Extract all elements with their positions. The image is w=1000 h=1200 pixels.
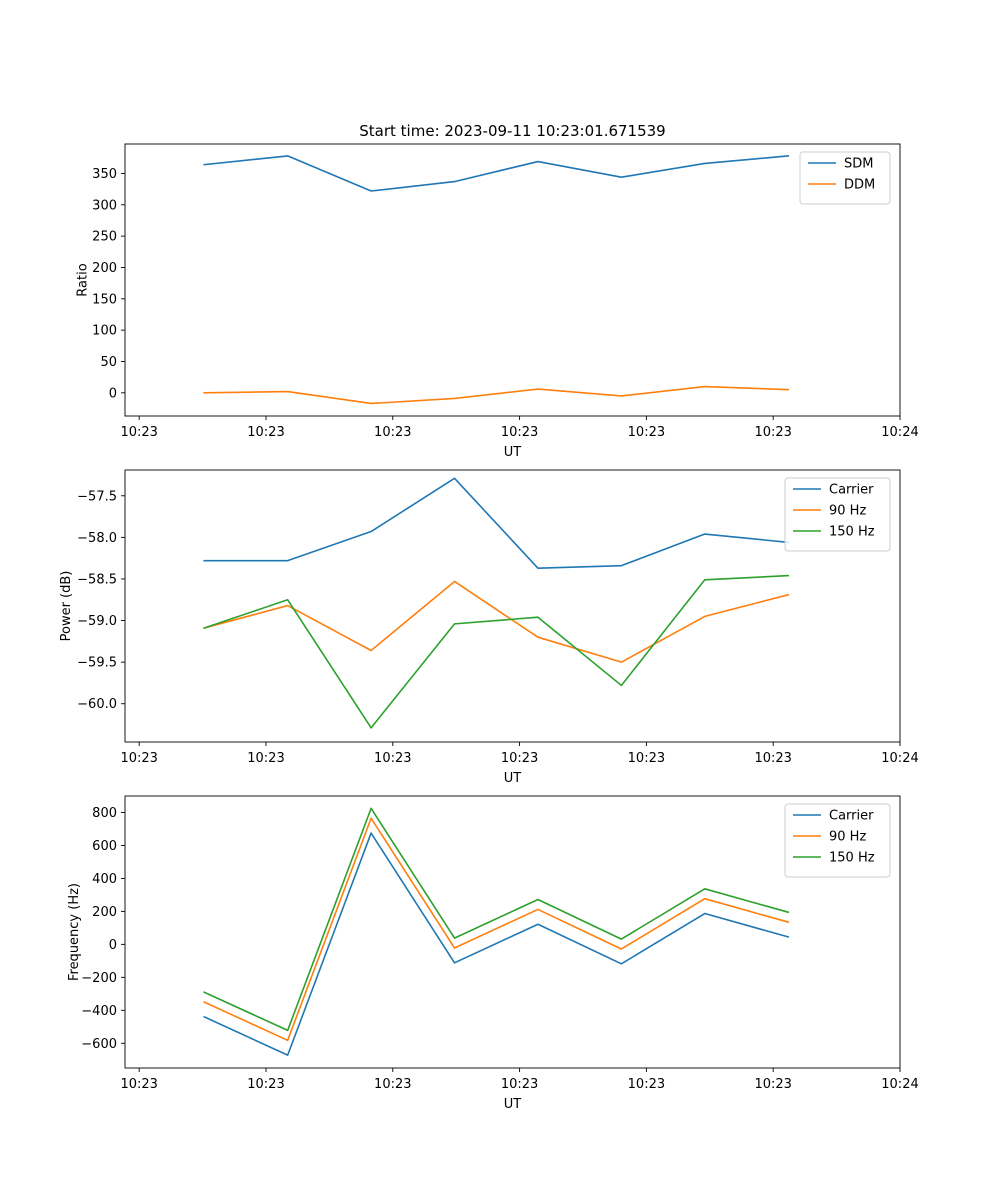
y-tick-label: −400 [81,1004,117,1019]
y-tick-label: 200 [92,905,117,920]
y-tick-label: 300 [92,198,117,213]
y-axis-label: Ratio [75,263,90,296]
series-group [203,807,790,1056]
x-tick-label: 10:23 [628,1077,665,1092]
series-line-150-hz [203,807,790,1032]
x-axis-label: UT [504,1097,522,1112]
x-tick-label: 10:23 [754,425,791,440]
x-tick-label: 10:23 [374,1077,411,1092]
y-tick-label: −58.0 [77,531,117,546]
y-tick-label: −59.5 [77,656,117,671]
x-tick-label: 10:23 [754,751,791,766]
y-tick-label: 400 [92,872,117,887]
x-tick-label: 10:24 [881,1077,918,1092]
y-tick-label: 800 [92,806,117,821]
x-axis: 10:23 10:23 10:23 10:23 10:23 10:23 10:24 UT [120,742,919,786]
figure-title: Start time: 2023-09-11 10:23:01.671539 [359,122,665,140]
chart-panel-2: 10:23 10:23 10:23 10:23 10:23 10:23 10:24 UT −60… [59,469,919,786]
y-tick-label: −57.5 [77,489,117,504]
legend-entry-label: Carrier [829,483,874,498]
x-tick-label: 10:23 [120,751,157,766]
series-group [203,155,790,405]
legend: Carrier 90 Hz 150 Hz [784,477,891,552]
y-tick-label: 600 [92,839,117,854]
plot-area [125,796,900,1068]
legend: SDM DDM [799,151,891,205]
x-tick-label: 10:23 [501,1077,538,1092]
x-tick-label: 10:24 [881,425,918,440]
x-tick-label: 10:23 [374,425,411,440]
legend-entry-label: 150 Hz [829,525,875,540]
y-tick-label: −60.0 [77,697,117,712]
y-axis: 0 50 100 150 200 250 300 350 Ratio [75,167,125,401]
x-axis: 10:23 10:23 10:23 10:23 10:23 10:23 10:24 UT [120,416,919,460]
chart-panel-1: 10:23 10:23 10:23 10:23 10:23 10:23 10:24 UT 0 50… [75,143,919,460]
series-line-150-hz [203,574,790,729]
legend-box [784,803,891,878]
plot-area [125,144,900,416]
legend-entry-label: 150 Hz [829,851,875,866]
y-tick-label: 200 [92,261,117,276]
y-axis: −60.0 −59.5 −59.0 −58.5 −58.0 −57.5 Power (dB) [59,489,125,712]
series-line-sdm [203,155,790,192]
legend-entry-label: SDM [844,157,873,172]
x-tick-label: 10:23 [247,425,284,440]
legend-entry-label: Carrier [829,809,874,824]
y-tick-label: 100 [92,324,117,339]
legend-entry-label: 90 Hz [829,504,866,519]
x-tick-label: 10:23 [247,751,284,766]
legend: Carrier 90 Hz 150 Hz [784,803,891,878]
series-group [203,477,790,729]
y-tick-label: 150 [92,292,117,307]
y-axis-label: Frequency (Hz) [67,883,82,981]
chart-panel-3: 10:23 10:23 10:23 10:23 10:23 10:23 10:24 UT −60… [67,795,919,1112]
y-tick-label: 250 [92,230,117,245]
x-tick-label: 10:23 [754,1077,791,1092]
x-tick-label: 10:23 [247,1077,284,1092]
x-tick-label: 10:23 [501,751,538,766]
plot-area [125,470,900,742]
y-tick-label: 0 [109,938,117,953]
axes-frame [124,469,901,743]
x-axis-label: UT [504,445,522,460]
y-tick-label: −200 [81,971,117,986]
x-tick-label: 10:23 [628,425,665,440]
legend-box [799,151,891,205]
series-line-90-hz [203,580,790,663]
series-line-ddm [203,385,790,405]
x-tick-label: 10:23 [120,1077,157,1092]
legend-box [784,477,891,552]
axes-frame [124,795,901,1069]
y-axis: −600 −400 −200 0 200 400 600 800 Frequency (Hz) [67,806,125,1052]
legend-entry-label: DDM [844,178,875,193]
y-tick-label: 350 [92,167,117,182]
x-tick-label: 10:23 [374,751,411,766]
series-line-carrier [203,477,790,569]
x-tick-label: 10:23 [501,425,538,440]
y-tick-label: −600 [81,1037,117,1052]
axes-frame [124,143,901,417]
x-tick-label: 10:24 [881,751,918,766]
y-tick-label: −58.5 [77,572,117,587]
y-tick-label: 50 [100,355,117,370]
x-tick-label: 10:23 [628,751,665,766]
x-tick-label: 10:23 [120,425,157,440]
series-line-carrier [203,832,790,1056]
x-axis: 10:23 10:23 10:23 10:23 10:23 10:23 10:24 UT [120,1068,919,1112]
legend-entry-label: 90 Hz [829,830,866,845]
y-axis-label: Power (dB) [59,571,74,642]
series-line-90-hz [203,817,790,1042]
y-tick-label: −59.0 [77,614,117,629]
x-axis-label: UT [504,771,522,786]
y-tick-label: 0 [109,386,117,401]
